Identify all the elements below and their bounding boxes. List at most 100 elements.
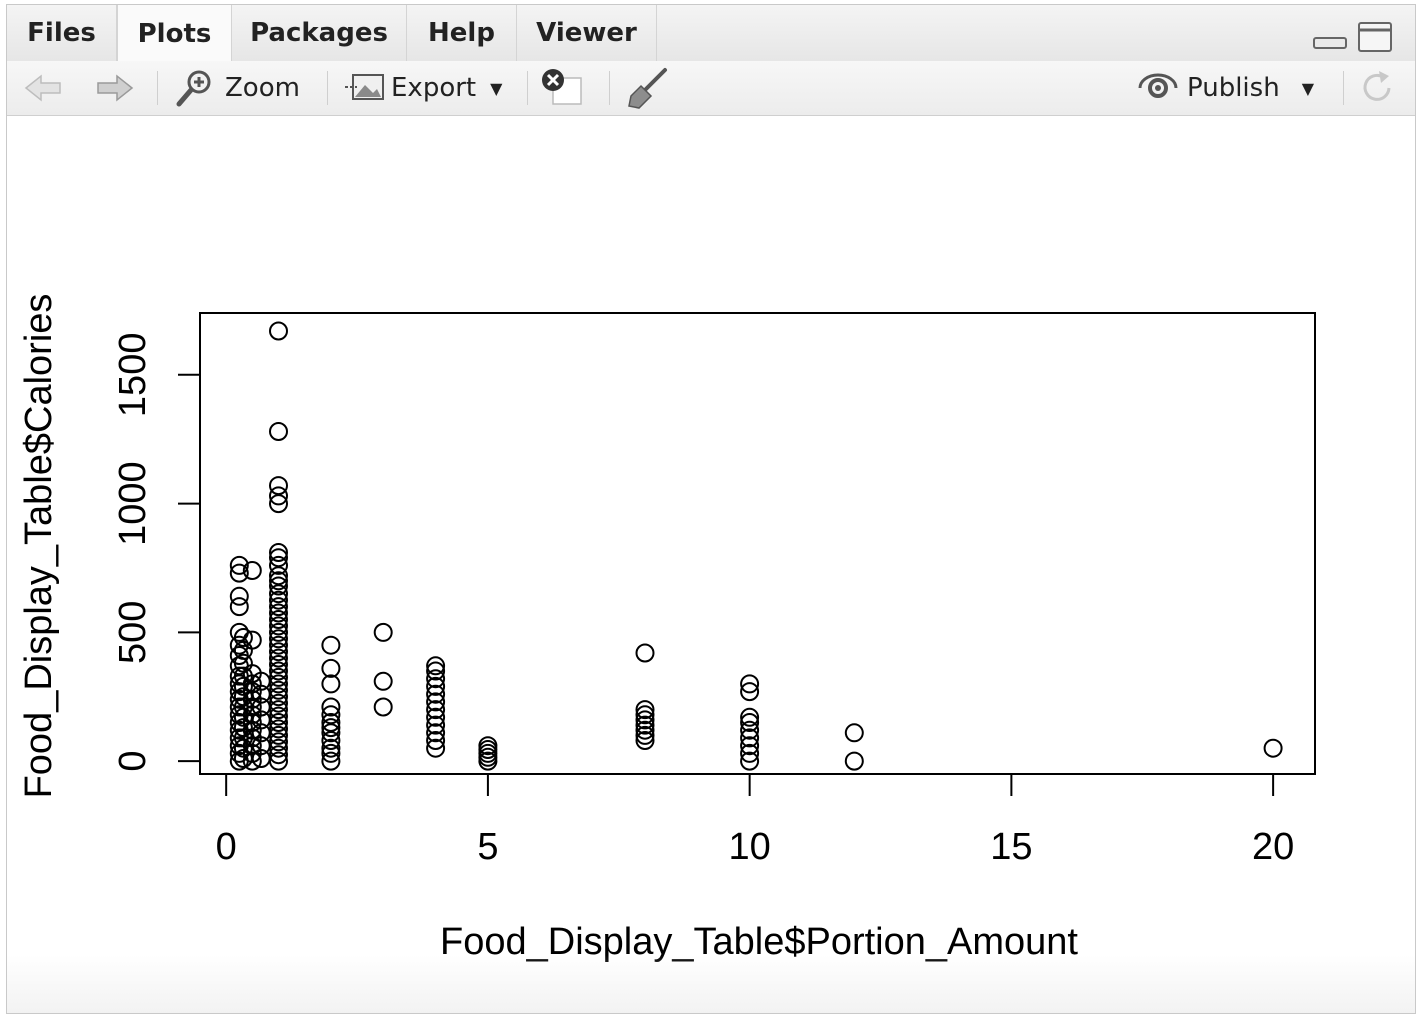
data-point bbox=[269, 622, 288, 642]
bottom-fade bbox=[7, 955, 1415, 1013]
data-point bbox=[269, 732, 288, 752]
data-point bbox=[740, 674, 760, 694]
x-tick-label: 15 bbox=[990, 826, 1032, 868]
export-image-icon bbox=[345, 74, 384, 100]
maximize-pane-icon[interactable] bbox=[1357, 21, 1393, 53]
data-point bbox=[740, 728, 760, 748]
data-point bbox=[373, 622, 393, 642]
data-point bbox=[635, 643, 655, 663]
export-dropdown[interactable]: Export ▼ bbox=[343, 61, 502, 115]
data-point bbox=[229, 622, 249, 642]
data-point bbox=[478, 736, 498, 756]
data-point bbox=[426, 715, 446, 735]
dropdown-caret-icon: ▼ bbox=[490, 78, 503, 98]
data-point bbox=[269, 321, 288, 341]
data-point bbox=[740, 713, 760, 732]
data-point bbox=[269, 674, 288, 694]
refresh-icon bbox=[1363, 71, 1391, 101]
data-point bbox=[426, 731, 446, 750]
data-point bbox=[321, 713, 341, 732]
remove-plot-button[interactable] bbox=[539, 61, 585, 115]
plots-pane: Files Plots Packages Help Viewer bbox=[6, 4, 1416, 1014]
data-point bbox=[269, 661, 288, 681]
arrow-left-icon bbox=[24, 74, 61, 102]
data-point bbox=[321, 718, 341, 738]
minimize-pane-icon[interactable] bbox=[1312, 35, 1348, 51]
data-point bbox=[635, 710, 655, 730]
clear-all-plots-button[interactable] bbox=[625, 61, 669, 115]
axes: 0 5 10 15 20 0 500 1000 1500 bbox=[112, 333, 1294, 868]
y-tick-label: 500 bbox=[112, 601, 154, 664]
data-point bbox=[269, 687, 288, 707]
data-point bbox=[269, 603, 288, 623]
data-point bbox=[269, 486, 288, 506]
data-point bbox=[269, 648, 288, 668]
zoom-label: Zoom bbox=[225, 73, 300, 103]
tab-plots[interactable]: Plots bbox=[117, 5, 232, 62]
data-point bbox=[321, 705, 341, 725]
toolbar-divider bbox=[327, 71, 328, 105]
dropdown-caret-icon: ▼ bbox=[1301, 78, 1314, 98]
data-point bbox=[269, 548, 288, 568]
data-point bbox=[269, 706, 288, 726]
tab-packages[interactable]: Packages bbox=[232, 5, 407, 61]
data-point bbox=[321, 743, 341, 763]
data-point bbox=[269, 597, 288, 617]
tab-viewer[interactable]: Viewer bbox=[517, 5, 657, 61]
zoom-magnifier-icon bbox=[176, 70, 211, 107]
data-point bbox=[229, 597, 249, 617]
data-point bbox=[426, 738, 446, 758]
data-point bbox=[426, 661, 446, 681]
publish-dropdown[interactable]: Publish ▼ bbox=[1137, 61, 1314, 115]
x-tick-label: 10 bbox=[729, 826, 771, 868]
y-tick-label: 1000 bbox=[112, 461, 154, 546]
forward-button[interactable] bbox=[95, 61, 135, 115]
data-point bbox=[635, 715, 655, 735]
data-point bbox=[269, 635, 288, 655]
toolbar-divider bbox=[157, 71, 158, 105]
data-point bbox=[635, 705, 655, 725]
pane-tab-bar: Files Plots Packages Help Viewer bbox=[7, 5, 1415, 62]
data-point bbox=[426, 707, 446, 727]
x-tick-label: 20 bbox=[1252, 826, 1294, 868]
data-point bbox=[740, 720, 760, 740]
data-point bbox=[229, 555, 249, 575]
data-point bbox=[269, 571, 288, 591]
data-point bbox=[635, 720, 655, 740]
y-tick-label: 0 bbox=[112, 751, 154, 772]
data-point bbox=[269, 725, 288, 745]
data-point bbox=[242, 630, 262, 650]
data-point bbox=[269, 745, 288, 765]
data-point bbox=[242, 561, 262, 580]
toolbar-divider bbox=[1343, 71, 1344, 105]
data-point bbox=[635, 731, 655, 750]
scatter-plot: 0 5 10 15 20 0 500 1000 1500 Food_Display_Table$… bbox=[18, 294, 1316, 963]
data-point bbox=[740, 751, 760, 771]
data-point bbox=[269, 700, 288, 720]
data-point bbox=[321, 738, 341, 758]
tab-help[interactable]: Help bbox=[407, 5, 517, 61]
data-point bbox=[426, 656, 446, 676]
export-label: Export bbox=[391, 73, 477, 103]
back-button[interactable] bbox=[23, 61, 63, 115]
data-point bbox=[740, 743, 760, 763]
data-point bbox=[229, 586, 249, 606]
refresh-button[interactable] bbox=[1357, 61, 1397, 115]
plot-toolbar: Zoom Export ▼ bbox=[7, 61, 1415, 116]
data-point bbox=[844, 723, 864, 743]
zoom-button[interactable]: Zoom bbox=[175, 61, 300, 115]
data-point bbox=[269, 610, 288, 629]
data-point bbox=[269, 422, 288, 441]
data-point bbox=[269, 576, 288, 596]
tab-files[interactable]: Files bbox=[7, 5, 117, 61]
toolbar-divider bbox=[609, 71, 610, 105]
data-point bbox=[373, 697, 393, 717]
data-point bbox=[426, 700, 446, 720]
data-point bbox=[740, 707, 760, 727]
broom-icon bbox=[628, 68, 667, 109]
tab-label: Packages bbox=[250, 18, 388, 48]
data-point bbox=[321, 635, 341, 655]
data-point bbox=[740, 682, 760, 702]
data-point bbox=[321, 674, 341, 694]
data-point bbox=[229, 563, 249, 583]
